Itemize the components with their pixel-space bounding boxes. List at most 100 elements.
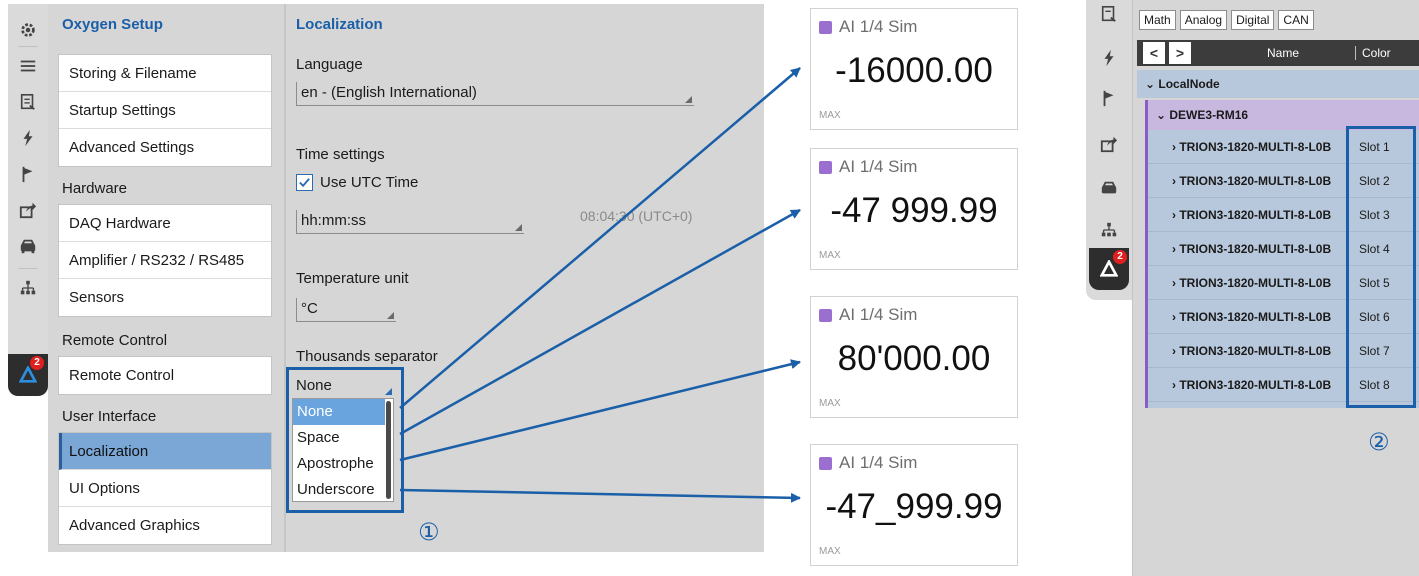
tree-module-list: › TRION3-1820-MULTI-8-L0B Slot 1 › TRION…: [1145, 130, 1419, 408]
channel-color-swatch: [819, 457, 832, 470]
car-icon[interactable]: [1089, 170, 1129, 206]
nav-item-localization[interactable]: Localization: [59, 433, 271, 470]
chevron-down-icon: ⌄: [1156, 108, 1170, 122]
tree-row[interactable]: › TRION3-1820-MULTI-8-L0B Slot 4: [1148, 232, 1419, 266]
flag-icon[interactable]: [1089, 80, 1129, 116]
column-color[interactable]: Color: [1355, 46, 1391, 60]
card-value: 80'000.00: [837, 339, 991, 378]
option-none[interactable]: None: [293, 399, 385, 425]
flag-icon[interactable]: [8, 156, 48, 192]
share-icon[interactable]: [1089, 126, 1129, 162]
nav-item-advanced-settings[interactable]: Advanced Settings: [69, 139, 195, 156]
language-label: Language: [296, 56, 363, 73]
resize-grip-icon: [515, 224, 522, 231]
options-scrollbar[interactable]: [386, 401, 391, 499]
module-slot: Slot 5: [1359, 276, 1390, 290]
nav-item-ui-options[interactable]: UI Options: [59, 470, 271, 507]
card-foot: MAX: [819, 546, 841, 557]
bolt-icon[interactable]: [8, 120, 48, 156]
temperature-unit-select[interactable]: °C: [296, 298, 396, 322]
nav-item-storing[interactable]: Storing & Filename: [59, 55, 271, 92]
thousands-separator-select[interactable]: None: [294, 375, 392, 397]
column-name[interactable]: Name: [1267, 46, 1300, 60]
filter-can[interactable]: CAN: [1278, 10, 1314, 30]
chevron-right-icon: ›: [1172, 174, 1180, 188]
nav-item-amplifier[interactable]: Amplifier / RS232 / RS485: [59, 242, 271, 279]
tree-root-label: LocalNode: [1158, 77, 1220, 91]
car-icon[interactable]: [8, 228, 48, 264]
option-space[interactable]: Space: [297, 429, 340, 446]
right-icon-rail: 2: [1086, 0, 1132, 300]
tree-row[interactable]: › TRION3-1820-MULTI-8-L0B Slot 8: [1148, 368, 1419, 402]
nav-item-sensors[interactable]: Sensors: [69, 289, 125, 306]
nav-item-startup[interactable]: Startup Settings: [59, 92, 271, 129]
channel-color-swatch: [819, 309, 832, 322]
tree-row[interactable]: › TRION3-1820-MULTI-8-L0B Slot 3: [1148, 198, 1419, 232]
channel-tree-panel: Math Analog Digital CAN < > Name Color ⌄…: [1132, 0, 1419, 576]
time-format-select[interactable]: hh:mm:ss: [296, 210, 524, 234]
tree-row[interactable]: › TRION3-1820-MULTI-8-L0B Slot 2: [1148, 164, 1419, 198]
tree-row[interactable]: › TRION3-1820-MULTI-8-L0B Slot 1: [1148, 130, 1419, 164]
filter-analog[interactable]: Analog: [1179, 10, 1228, 30]
filter-math[interactable]: Math: [1139, 10, 1176, 30]
tree-root-localnode[interactable]: ⌄ LocalNode: [1137, 70, 1419, 98]
nav-item-remote-control[interactable]: Remote Control: [69, 367, 175, 384]
notification-badge: 2: [30, 356, 44, 370]
module-name: TRION3-1820-MULTI-8-L0B: [1179, 344, 1332, 358]
nav-group-hardware: DAQ Hardware Amplifier / RS232 / RS485 S…: [58, 204, 272, 317]
tree-row[interactable]: › TRION3-1820-MULTI-8-L0B Slot 5: [1148, 266, 1419, 300]
dropdown-arrow-icon: [385, 388, 392, 395]
card-title: AI 1/4 Sim: [839, 17, 918, 36]
value-card: AI 1/4 Sim -16000.00 MAX: [810, 8, 1018, 130]
chevron-right-icon: ›: [1172, 344, 1180, 358]
notification-badge: 2: [1113, 250, 1127, 264]
card-foot: MAX: [819, 250, 841, 261]
value-card: AI 1/4 Sim -47_999.99 MAX: [810, 444, 1018, 566]
nav-group-remote: Remote Control: [58, 356, 272, 395]
network-icon[interactable]: [1089, 212, 1129, 248]
card-title: AI 1/4 Sim: [839, 157, 918, 176]
language-value: en - (English International): [301, 84, 477, 101]
option-apostrophe[interactable]: Apostrophe: [297, 455, 374, 472]
report-icon[interactable]: [8, 84, 48, 120]
option-underscore[interactable]: Underscore: [297, 481, 375, 498]
tree-row[interactable]: › TRION3-1820-MULTI-8-L0B Slot 6: [1148, 300, 1419, 334]
language-select[interactable]: en - (English International): [296, 82, 694, 106]
module-slot: Slot 6: [1359, 310, 1390, 324]
nav-group-ui: Localization UI Options Advanced Graphic…: [58, 432, 272, 545]
utc-checkbox[interactable]: [296, 174, 313, 191]
filter-digital[interactable]: Digital: [1231, 10, 1275, 30]
temperature-unit-value: °C: [301, 300, 318, 317]
list-icon[interactable]: [8, 48, 48, 84]
module-slot: Slot 7: [1359, 344, 1390, 358]
dewesoft-icon[interactable]: 2: [1089, 248, 1129, 290]
left-icon-rail: 2: [8, 4, 48, 396]
channel-color-swatch: [819, 21, 832, 34]
nav-item-advanced-graphics[interactable]: Advanced Graphics: [69, 517, 200, 534]
bolt-icon[interactable]: [1089, 40, 1129, 76]
next-button[interactable]: >: [1169, 42, 1191, 64]
gear-icon[interactable]: [8, 12, 48, 48]
separator-options-list: None Space Apostrophe Underscore: [292, 398, 394, 502]
dewesoft-icon[interactable]: 2: [8, 354, 48, 396]
tree-row[interactable]: › TRION3-1820-MULTI-8-L0B Slot 7: [1148, 334, 1419, 368]
tree-node-label: DEWE3-RM16: [1169, 108, 1249, 122]
checkmark-icon: [299, 178, 310, 188]
module-name: TRION3-1820-MULTI-8-L0B: [1179, 310, 1332, 324]
nav-item-daq-hardware[interactable]: DAQ Hardware: [59, 205, 271, 242]
network-icon[interactable]: [8, 270, 48, 306]
thousands-separator-label: Thousands separator: [296, 348, 438, 365]
section-user-interface: User Interface: [62, 408, 157, 425]
channel-color-swatch: [819, 161, 832, 174]
tree-node-device[interactable]: ⌄ DEWE3-RM16: [1145, 100, 1419, 130]
utc-label: Use UTC Time: [320, 174, 419, 191]
chevron-right-icon: ›: [1172, 140, 1180, 154]
panel-title: Localization: [296, 16, 383, 33]
tree-header: < > Name Color: [1137, 40, 1419, 66]
chevron-right-icon: ›: [1172, 310, 1180, 324]
previous-button[interactable]: <: [1143, 42, 1165, 64]
resize-grip-icon: [685, 96, 692, 103]
card-foot: MAX: [819, 398, 841, 409]
share-icon[interactable]: [8, 192, 48, 228]
report-icon[interactable]: [1089, 0, 1129, 32]
